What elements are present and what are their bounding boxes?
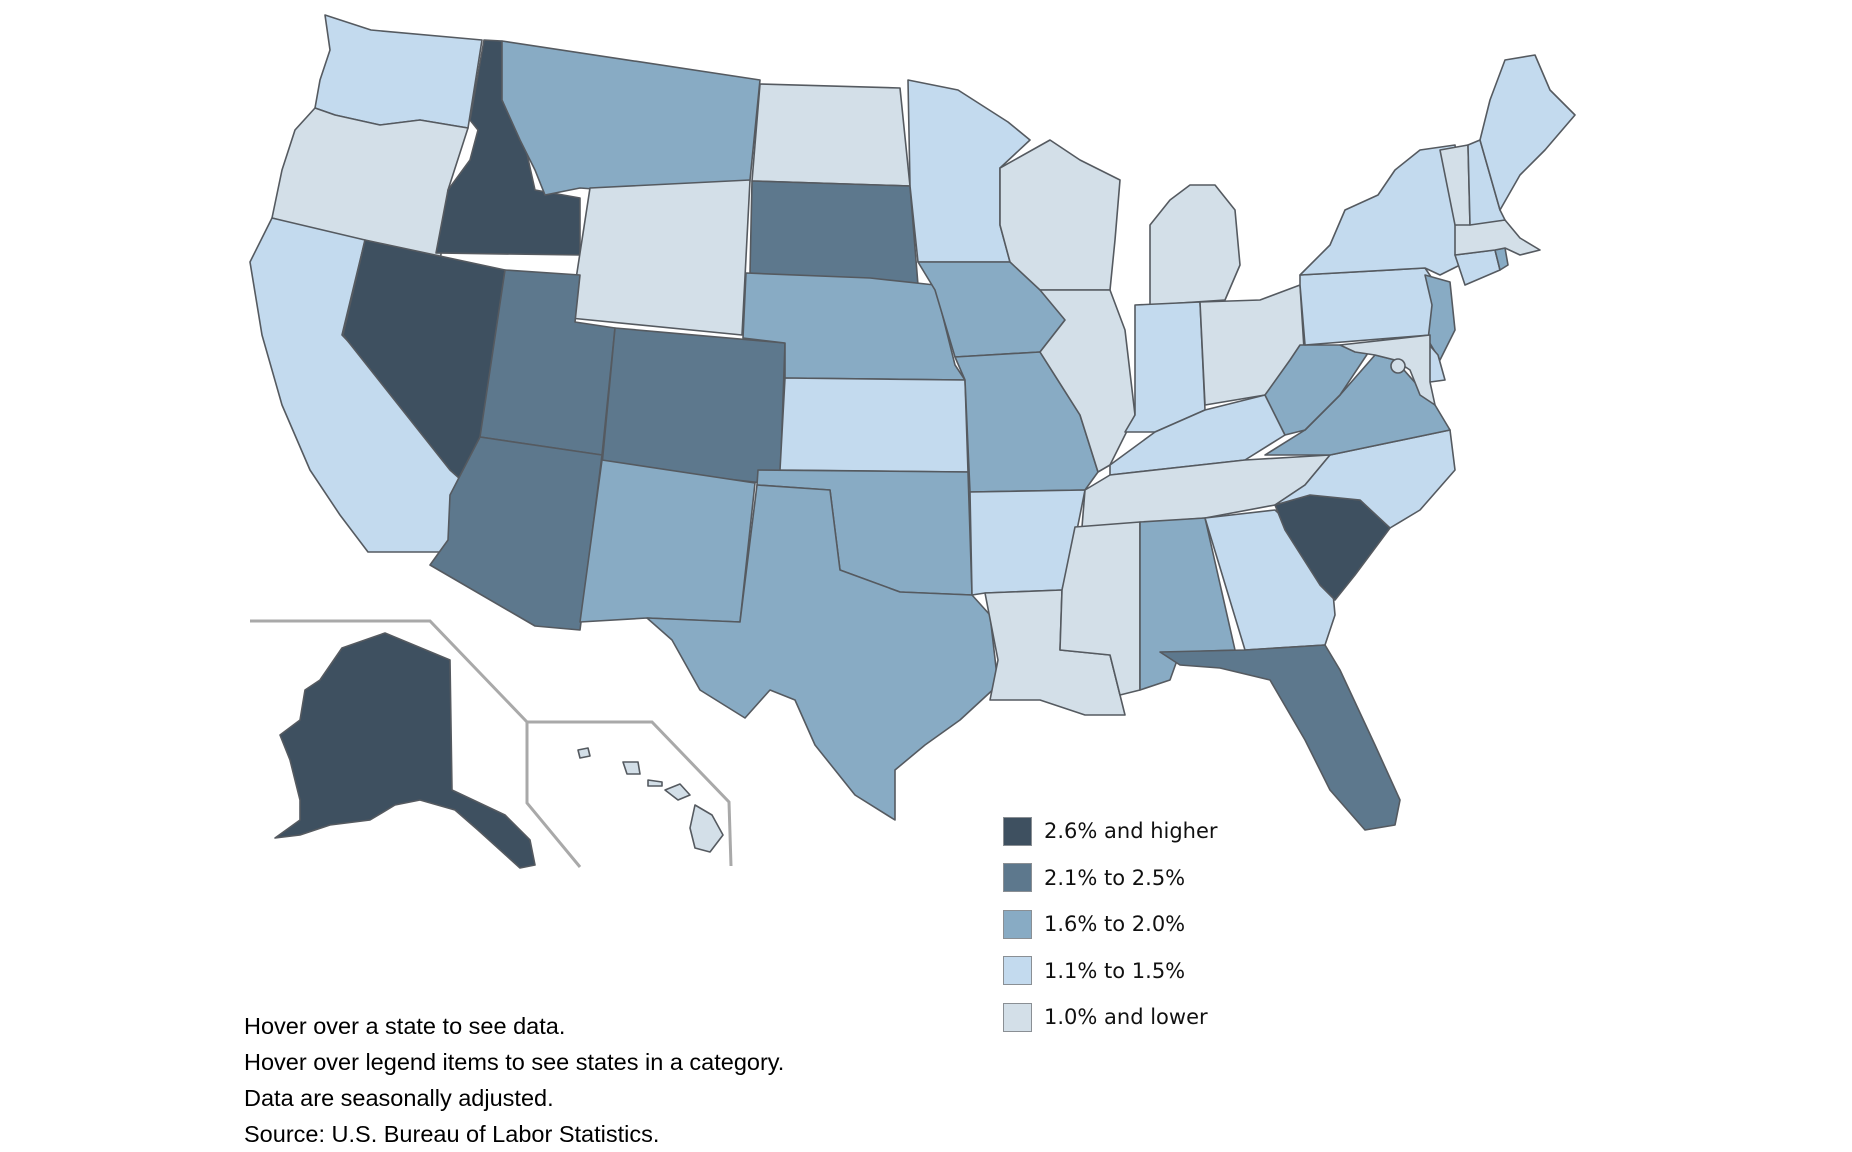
state-alaska[interactable] (274, 632, 536, 869)
state-washington[interactable] (314, 14, 483, 129)
legend-swatch (1003, 909, 1032, 939)
state-massachusetts[interactable] (1454, 219, 1541, 256)
legend-label: 1.1% to 1.5% (1044, 958, 1186, 983)
hawaii-maui[interactable] (664, 783, 691, 801)
state-wyoming[interactable] (569, 179, 751, 336)
state-florida[interactable] (1159, 644, 1401, 831)
state-hawaii[interactable] (577, 747, 724, 853)
alaska-inset-border (250, 619, 529, 724)
legend-item-2[interactable]: 2.1% to 2.5% (1003, 855, 1218, 902)
state-new-mexico[interactable] (579, 459, 756, 623)
legend-swatch (1003, 1002, 1032, 1032)
state-pennsylvania[interactable] (1299, 267, 1441, 346)
legend-swatch (1003, 816, 1032, 846)
legend-label: 1.6% to 2.0% (1044, 912, 1186, 937)
legend-item-3[interactable]: 1.6% to 2.0% (1003, 901, 1218, 948)
state-indiana[interactable] (1124, 301, 1206, 433)
hawaii-inset-border (525, 720, 733, 868)
state-kansas[interactable] (779, 377, 969, 473)
state-texas[interactable] (646, 484, 999, 821)
state-south-dakota[interactable] (749, 180, 919, 286)
state-connecticut[interactable] (1454, 249, 1501, 286)
state-illinois[interactable] (1039, 289, 1136, 473)
note-hover-state: Hover over a state to see data. (244, 1013, 566, 1039)
legend-swatch (1003, 863, 1032, 893)
note-seasonally-adjusted: Data are seasonally adjusted. (244, 1085, 554, 1111)
legend-swatch (1003, 956, 1032, 986)
hawaii-oahu[interactable] (622, 761, 641, 775)
hawaii-kauai[interactable] (577, 747, 591, 759)
legend-label: 2.6% and higher (1044, 819, 1218, 844)
state-michigan[interactable] (1149, 184, 1241, 306)
state-colorado[interactable] (601, 327, 786, 486)
legend-label: 1.0% and lower (1044, 1005, 1208, 1030)
state-new-york[interactable] (1299, 144, 1471, 276)
hawaii-molokai[interactable] (647, 779, 663, 787)
notes: Hover over a state to see data. Hover ov… (244, 1008, 784, 1152)
states-group (249, 14, 1576, 869)
state-montana[interactable] (501, 40, 761, 201)
legend-item-5[interactable]: 1.0% and lower (1003, 994, 1218, 1041)
legend: 2.6% and higher 2.1% to 2.5% 1.6% to 2.0… (1003, 808, 1218, 1041)
legend-item-4[interactable]: 1.1% to 1.5% (1003, 948, 1218, 995)
state-maine[interactable] (1479, 54, 1576, 211)
hawaii-big-island[interactable] (689, 804, 724, 853)
state-district-of-columbia[interactable] (1390, 358, 1406, 374)
note-hover-legend: Hover over legend items to see states in… (244, 1049, 785, 1075)
state-maryland[interactable] (1339, 334, 1436, 406)
state-wisconsin[interactable] (999, 139, 1121, 291)
note-source: Source: U.S. Bureau of Labor Statistics. (244, 1121, 660, 1147)
legend-item-1[interactable]: 2.6% and higher (1003, 808, 1218, 855)
legend-label: 2.1% to 2.5% (1044, 865, 1186, 890)
state-north-dakota[interactable] (751, 83, 911, 187)
state-california[interactable] (249, 217, 491, 553)
state-new-hampshire[interactable] (1467, 139, 1506, 226)
